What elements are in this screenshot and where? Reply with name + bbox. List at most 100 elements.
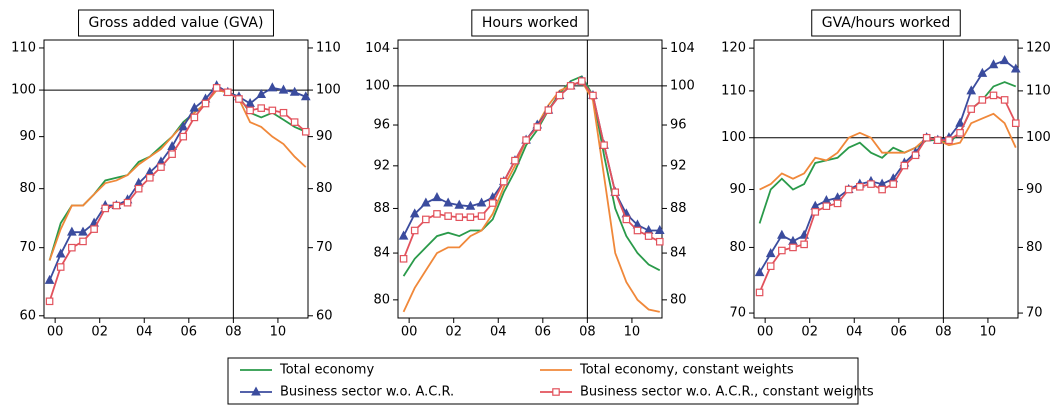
triangle-marker bbox=[421, 197, 431, 207]
square-marker bbox=[533, 123, 542, 131]
square-marker bbox=[488, 199, 497, 207]
square-marker bbox=[201, 99, 210, 108]
triangle-marker bbox=[67, 226, 77, 236]
y2-tick-label: 60 bbox=[316, 308, 333, 323]
y2-tick-label: 104 bbox=[670, 41, 695, 56]
legend: Total economy Total economy, constant wei… bbox=[227, 357, 874, 405]
square-marker bbox=[856, 183, 864, 191]
chart-title: Gross added value (GVA) bbox=[89, 15, 264, 31]
y-tick-label: 70 bbox=[19, 240, 36, 255]
square-marker bbox=[945, 136, 953, 145]
triangle-marker bbox=[777, 229, 787, 239]
series-line bbox=[48, 89, 307, 261]
x-tick-label: 00 bbox=[757, 325, 774, 340]
y-tick-label: 80 bbox=[19, 181, 36, 196]
triangle-marker bbox=[278, 84, 289, 94]
square-marker bbox=[956, 129, 964, 137]
plot-frame bbox=[43, 39, 309, 319]
square-marker bbox=[455, 213, 464, 222]
triangle-marker bbox=[167, 140, 177, 151]
square-marker bbox=[268, 106, 277, 115]
y2-tick-label: 100 bbox=[316, 83, 341, 98]
square-marker bbox=[1011, 119, 1020, 128]
series-line bbox=[758, 59, 1017, 274]
chart-panel: Hours worked 80 84 88 92 96 100 104 80 84 88 92 96 10… bbox=[365, 9, 695, 340]
y-tick-label: 120 bbox=[721, 41, 746, 56]
square-marker bbox=[900, 161, 909, 170]
square-marker bbox=[878, 185, 886, 194]
square-marker bbox=[911, 151, 920, 160]
x-tick-label: 04 bbox=[136, 325, 153, 340]
y2-tick-label: 110 bbox=[316, 40, 341, 55]
y2-tick-label: 70 bbox=[1026, 306, 1043, 321]
x-tick-label: 06 bbox=[535, 325, 552, 340]
y-tick-label: 100 bbox=[365, 78, 390, 93]
square-marker bbox=[79, 237, 87, 246]
square-marker bbox=[212, 84, 221, 92]
y2-tick-label: 84 bbox=[670, 246, 687, 261]
x-tick-label: 08 bbox=[225, 325, 242, 340]
square-marker bbox=[978, 96, 987, 104]
triangle-marker bbox=[977, 67, 988, 77]
square-marker bbox=[190, 113, 199, 122]
y-tick-label: 100 bbox=[721, 130, 746, 145]
square-marker bbox=[766, 262, 775, 271]
square-marker bbox=[500, 177, 508, 186]
y-tick-label: 110 bbox=[721, 83, 746, 98]
y2-tick-label: 92 bbox=[670, 158, 687, 173]
y-tick-label: 80 bbox=[373, 292, 390, 307]
square-marker bbox=[644, 232, 653, 240]
chart-title: GVA/hours worked bbox=[822, 15, 951, 31]
square-marker bbox=[45, 297, 54, 306]
y-tick-label: 92 bbox=[373, 158, 390, 173]
triangle-marker bbox=[966, 85, 977, 95]
triangle-marker bbox=[654, 224, 665, 234]
y-tick-label: 80 bbox=[729, 240, 746, 255]
triangle-marker bbox=[55, 248, 66, 258]
title-box bbox=[471, 9, 589, 37]
triangle-marker bbox=[178, 121, 189, 131]
square-marker bbox=[789, 243, 797, 252]
chart-panel: GVA/hours worked708090100110120708090100… bbox=[721, 9, 1050, 340]
x-tick-label: 02 bbox=[445, 325, 462, 340]
square-marker bbox=[844, 185, 853, 194]
triangle-marker bbox=[44, 274, 55, 284]
title-box bbox=[811, 9, 961, 37]
legend-label: Business sector w.o. A.C.R. bbox=[280, 385, 454, 400]
square-marker bbox=[655, 237, 664, 246]
legend-label: Business sector w.o. A.C.R., constant we… bbox=[580, 385, 874, 400]
y-tick-label: 110 bbox=[11, 40, 36, 55]
square-marker bbox=[246, 106, 254, 115]
triangle-marker bbox=[476, 197, 487, 207]
y-tick-label: 90 bbox=[19, 129, 36, 144]
y2-tick-label: 70 bbox=[316, 240, 333, 255]
series-line bbox=[402, 79, 660, 237]
triangle-marker bbox=[999, 55, 1010, 65]
triangle-marker bbox=[454, 199, 465, 209]
square-marker bbox=[811, 208, 820, 216]
chart-panel: Gross added value (GVA) 60 70 80 90 100 110 60 7… bbox=[11, 9, 341, 340]
y2-tick-label: 100 bbox=[670, 78, 695, 93]
square-marker bbox=[112, 201, 121, 210]
square-marker bbox=[600, 141, 608, 150]
y-tick-label: 70 bbox=[729, 306, 746, 321]
square-marker bbox=[922, 133, 931, 142]
square-marker bbox=[179, 132, 188, 141]
y2-tick-label: 90 bbox=[316, 129, 333, 144]
series-line bbox=[759, 112, 1017, 191]
square-marker bbox=[290, 118, 299, 126]
triangle-marker bbox=[245, 97, 255, 108]
y-tick-label: 90 bbox=[729, 182, 746, 197]
legend-label: Total economy bbox=[279, 363, 374, 378]
triangle-marker bbox=[765, 248, 776, 258]
square-marker bbox=[611, 188, 620, 197]
triangle-marker bbox=[409, 208, 420, 218]
title-box bbox=[78, 9, 274, 37]
x-tick-label: 00 bbox=[401, 325, 418, 340]
triangle-marker bbox=[300, 91, 311, 101]
triangle-marker bbox=[267, 82, 278, 92]
triangle-marker bbox=[955, 117, 965, 127]
square-marker bbox=[544, 106, 553, 114]
y2-tick-label: 110 bbox=[1026, 83, 1050, 98]
